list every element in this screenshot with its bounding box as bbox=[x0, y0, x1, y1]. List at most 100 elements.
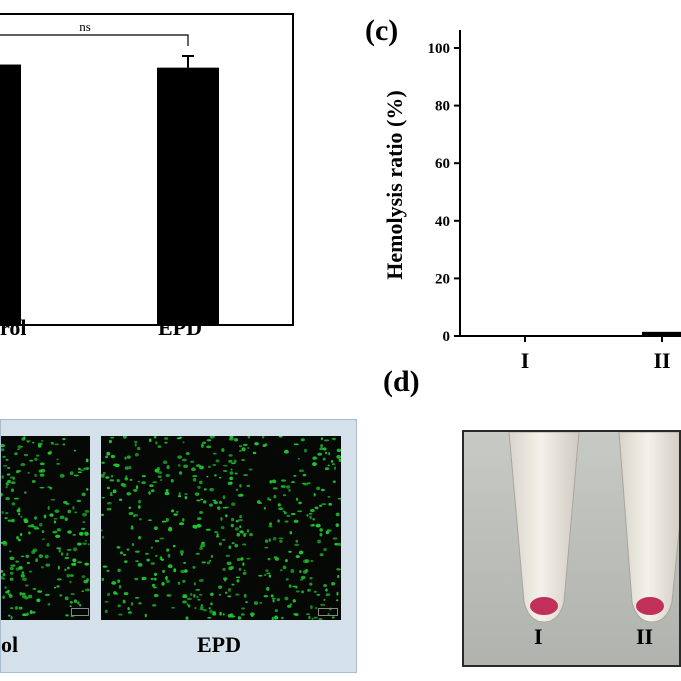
cell bbox=[81, 590, 85, 593]
cell bbox=[209, 503, 213, 507]
cell bbox=[77, 471, 83, 474]
cell bbox=[72, 506, 75, 510]
cell bbox=[223, 464, 228, 467]
cell bbox=[263, 506, 266, 510]
cell bbox=[180, 569, 186, 574]
y-tick-label: 0 bbox=[443, 329, 451, 345]
cell bbox=[72, 558, 77, 563]
cell bbox=[236, 579, 240, 583]
cell bbox=[137, 536, 142, 540]
cell bbox=[116, 546, 121, 549]
cell bbox=[324, 467, 330, 471]
cell bbox=[134, 597, 140, 599]
cell bbox=[9, 556, 15, 561]
cell bbox=[101, 474, 105, 478]
cell bbox=[335, 599, 339, 602]
cell bbox=[4, 517, 8, 520]
cell bbox=[206, 561, 211, 565]
cell bbox=[200, 604, 204, 607]
cell bbox=[239, 530, 244, 534]
tube-ii bbox=[618, 432, 679, 623]
cell bbox=[184, 493, 188, 496]
cell bbox=[36, 454, 40, 457]
cell bbox=[336, 568, 341, 571]
cell bbox=[179, 522, 184, 526]
cell bbox=[266, 586, 270, 591]
cell bbox=[30, 524, 34, 528]
cell bbox=[37, 590, 43, 593]
cell bbox=[20, 574, 25, 578]
cell bbox=[199, 545, 203, 548]
cell bbox=[229, 476, 234, 481]
cell bbox=[180, 553, 183, 556]
cell bbox=[32, 548, 38, 552]
cell bbox=[202, 500, 207, 504]
cell bbox=[107, 592, 111, 597]
viability-chart: ns bbox=[0, 13, 294, 326]
cell bbox=[185, 616, 189, 620]
cell bbox=[337, 574, 340, 579]
cell bbox=[81, 527, 86, 531]
cell bbox=[123, 592, 129, 596]
cell bbox=[161, 582, 165, 586]
cell bbox=[165, 517, 169, 522]
cell bbox=[120, 483, 125, 487]
cell bbox=[238, 519, 243, 522]
cell bbox=[313, 493, 316, 497]
cell bbox=[73, 562, 77, 566]
cell bbox=[319, 447, 324, 451]
cell bbox=[210, 602, 213, 606]
cell bbox=[167, 553, 171, 558]
cell bbox=[15, 567, 20, 571]
cell bbox=[21, 594, 27, 599]
cell bbox=[306, 514, 309, 517]
cell bbox=[304, 559, 310, 563]
cell bbox=[63, 501, 68, 504]
cell bbox=[101, 577, 105, 581]
cell bbox=[178, 436, 183, 439]
cell bbox=[9, 550, 12, 553]
cell bbox=[246, 557, 251, 560]
cell bbox=[199, 593, 203, 596]
cell bbox=[26, 561, 31, 564]
cell bbox=[2, 540, 7, 544]
cell bbox=[231, 542, 235, 545]
cell bbox=[4, 586, 7, 589]
cell bbox=[44, 554, 49, 559]
cell bbox=[26, 612, 29, 616]
cell bbox=[304, 448, 307, 453]
cell bbox=[172, 544, 176, 548]
cell bbox=[146, 558, 151, 562]
cell bbox=[318, 618, 323, 620]
cell bbox=[199, 480, 203, 485]
cell bbox=[222, 613, 225, 616]
cell bbox=[183, 464, 189, 469]
cell bbox=[291, 481, 295, 484]
cell bbox=[166, 465, 170, 470]
cell bbox=[27, 471, 30, 474]
cell bbox=[294, 543, 299, 546]
cell bbox=[171, 606, 176, 609]
cell bbox=[137, 562, 143, 567]
cell bbox=[297, 457, 301, 460]
cell bbox=[288, 584, 292, 588]
cell bbox=[182, 518, 185, 522]
cell bbox=[10, 488, 15, 492]
cell bbox=[230, 517, 235, 522]
cell bbox=[239, 515, 243, 519]
cell bbox=[330, 460, 334, 463]
cell bbox=[5, 482, 9, 486]
cell bbox=[197, 517, 202, 521]
cell bbox=[157, 471, 163, 474]
cell bbox=[34, 473, 37, 478]
cell bbox=[222, 470, 228, 472]
cell bbox=[64, 556, 70, 560]
cell bbox=[237, 616, 242, 620]
cell bbox=[41, 530, 45, 534]
control-micrograph bbox=[1, 436, 90, 620]
cell bbox=[273, 556, 278, 559]
cell bbox=[298, 501, 302, 505]
bar-ii bbox=[642, 331, 681, 336]
cell bbox=[265, 569, 269, 572]
cell bbox=[29, 610, 33, 615]
